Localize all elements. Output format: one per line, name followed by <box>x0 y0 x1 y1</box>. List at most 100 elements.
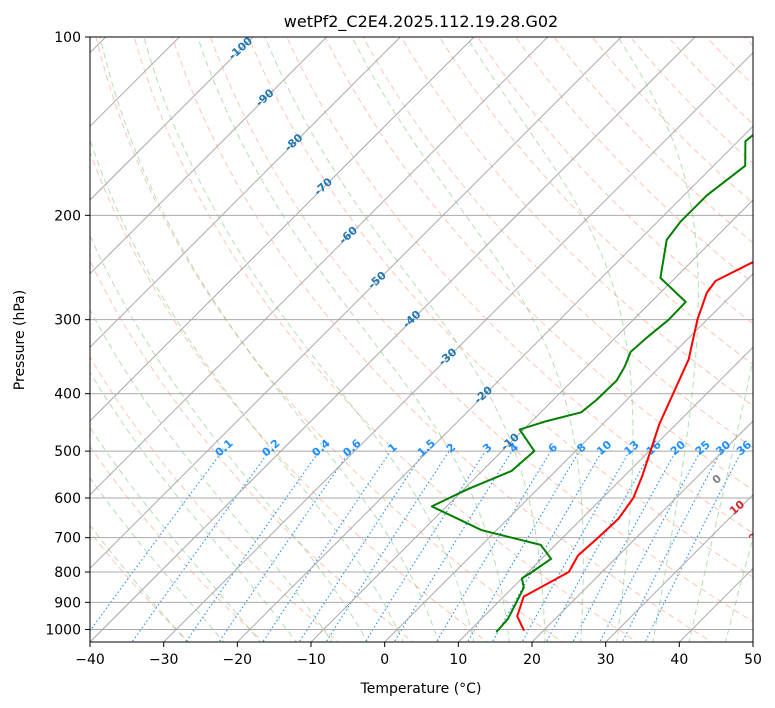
moist-adiabat <box>90 477 225 642</box>
moist-adiabat <box>90 138 404 642</box>
mixing-ratio-label: 2 <box>444 441 458 456</box>
x-tick-label: −40 <box>75 652 105 668</box>
x-axis-label: Temperature (°C) <box>360 681 482 697</box>
mixing-ratio-label: 1.5 <box>415 437 438 460</box>
dry-adiabat <box>705 37 753 86</box>
mixing-ratio-label: 10 <box>594 438 614 458</box>
mixing-ratio-line <box>644 450 743 642</box>
isotherm-gridline <box>678 567 753 642</box>
y-tick-label: 200 <box>54 208 81 224</box>
dewpoint-profile-line <box>430 133 753 633</box>
isotherm-label: -20 <box>472 383 496 406</box>
mixing-ratio-line <box>393 450 513 642</box>
isotherm-label: -50 <box>365 269 389 292</box>
isotherm-gridline <box>162 51 753 642</box>
dry-adiabat <box>515 37 753 284</box>
mixing-ratio-line <box>572 450 677 642</box>
isotherm-gridline <box>310 199 753 642</box>
dry-adiabat <box>95 37 564 642</box>
x-tick-label: −10 <box>296 652 326 668</box>
x-tick-label: 50 <box>744 652 762 668</box>
dry-adiabat <box>133 37 638 642</box>
mixing-ratio-line <box>90 450 223 632</box>
dry-adiabat <box>362 37 753 449</box>
moist-adiabat <box>90 524 188 642</box>
mixing-ratio-label: 20 <box>668 438 688 458</box>
y-tick-label: 600 <box>54 491 81 507</box>
x-tick-label: 10 <box>449 652 467 668</box>
axes: −40 −30 −20 −10 0 10 20 30 40 5010020030040050060… <box>45 30 762 668</box>
isotherm-label: -90 <box>253 86 277 109</box>
mixing-ratio-label: 30 <box>713 438 733 458</box>
mixing-ratio-label: 36 <box>734 438 754 458</box>
moist-adiabat <box>351 37 584 642</box>
temperature-profile-line <box>516 261 753 632</box>
mixing-ratio-line <box>621 450 722 642</box>
isotherm-gridline <box>383 272 753 642</box>
dry-adiabat <box>476 37 753 325</box>
moist-adiabat <box>90 308 333 642</box>
x-tick-label: 0 <box>380 652 389 668</box>
isotherm-gridline <box>531 420 753 642</box>
dry-adiabat <box>744 37 753 47</box>
isotherm-gridline <box>90 37 402 349</box>
x-tick-label: 30 <box>597 652 615 668</box>
isotherm-gridline <box>604 493 753 642</box>
dry-adiabat <box>90 259 414 642</box>
x-tick-label: −30 <box>149 652 179 668</box>
isotherm-gridline <box>90 37 549 496</box>
isotherm-gridline <box>90 37 254 201</box>
mixing-ratio-label: 0.4 <box>310 437 333 460</box>
x-tick-label: −20 <box>223 652 253 668</box>
isotherm-gridline <box>236 125 753 642</box>
wet-bulb-label: 0 <box>710 472 724 487</box>
mixing-ratio-line <box>218 450 351 642</box>
isotherm-gridline <box>752 641 753 642</box>
dry-adiabat <box>629 37 753 165</box>
dry-adiabat <box>171 37 713 642</box>
isotherm-gridline <box>457 346 753 642</box>
dry-adiabat <box>90 150 489 642</box>
y-tick-label: 500 <box>54 444 81 460</box>
chart-title: wetPf2_C2E4.2025.112.19.28.G02 <box>284 12 558 32</box>
wet-bulb-label: 30 <box>769 550 775 570</box>
isotherm-gridline <box>90 37 328 275</box>
x-tick-label: 20 <box>523 652 541 668</box>
moist-adiabat <box>90 371 297 642</box>
mixing-ratio-line <box>262 450 392 642</box>
isotherm-gridline <box>90 37 696 642</box>
mixing-ratio-line <box>599 450 701 642</box>
dry-adiabat <box>400 37 753 407</box>
plot-area: -100-90-80-70-60-50-40-30-20-100.1 0.2 0.4… <box>90 37 775 642</box>
isotherm-gridline <box>90 37 623 570</box>
y-tick-label: 1000 <box>45 622 81 638</box>
moist-adiabat <box>466 37 634 642</box>
dry-adiabat <box>286 37 753 534</box>
isotherm-label: -30 <box>436 345 460 368</box>
moist-adiabat <box>90 234 369 642</box>
dry-adiabat <box>324 37 753 491</box>
isotherm-gridline <box>90 37 475 422</box>
mixing-ratio-label: 25 <box>693 438 713 458</box>
isotherm-label: -70 <box>312 175 336 198</box>
dry-adiabat <box>90 356 339 642</box>
isotherm-gridline <box>90 37 181 128</box>
mixing-ratio-line <box>364 450 486 642</box>
moist-adiabat <box>688 357 753 642</box>
y-tick-label: 400 <box>54 387 81 403</box>
y-axis-label: Pressure (hPa) <box>12 290 28 390</box>
mixing-ratio-label: 0.6 <box>340 436 363 459</box>
y-tick-label: 900 <box>54 595 81 611</box>
y-tick-label: 700 <box>54 531 81 547</box>
dry-adiabat <box>553 37 753 244</box>
y-tick-label: 800 <box>54 565 81 581</box>
mixing-ratio-line <box>325 450 450 642</box>
plot-frame <box>89 36 754 643</box>
y-tick-label: 100 <box>54 30 81 46</box>
mixing-ratio-label: 6 <box>546 440 561 455</box>
mixing-ratio-line <box>131 450 270 642</box>
mixing-ratio-line <box>298 450 425 642</box>
dry-adiabat <box>90 531 190 642</box>
y-tick-label: 300 <box>54 313 81 329</box>
